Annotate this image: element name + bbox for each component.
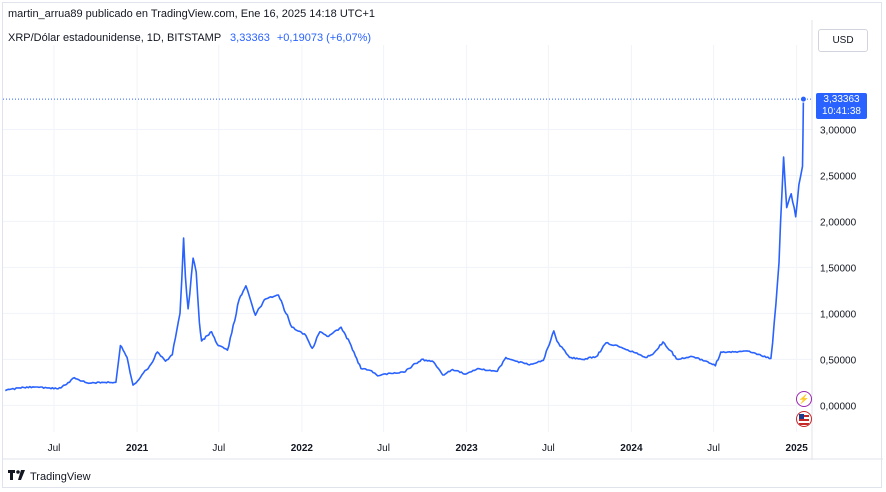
- tradingview-brand[interactable]: TradingView: [8, 470, 91, 483]
- y-tick-label: 0,00000: [820, 401, 857, 412]
- x-tick-label: Jul: [542, 443, 555, 454]
- price-line: [4, 99, 805, 392]
- tradingview-logo-icon: [8, 470, 26, 483]
- x-tick-label: Jul: [212, 443, 225, 454]
- y-tick-label: 1,00000: [820, 309, 857, 320]
- last-price-tag-countdown: 10:41:38: [822, 106, 861, 118]
- x-tick-label: Jul: [707, 443, 720, 454]
- legend-last-price: 3,33363: [230, 32, 270, 44]
- publisher-byline: martin_arrua89 publicado en TradingView.…: [8, 8, 376, 20]
- currency-button[interactable]: USD: [818, 29, 868, 52]
- last-price-marker: [799, 95, 807, 103]
- legend-change: +0,19073 (+6,07%): [276, 32, 372, 44]
- y-tick-label: 0,50000: [820, 355, 857, 366]
- x-tick-label: 2025: [786, 443, 809, 454]
- y-tick-label: 3,00000: [820, 125, 857, 136]
- y-tick-label: 1,50000: [820, 263, 857, 274]
- x-tick-label: 2021: [126, 443, 149, 454]
- x-tick-label: 2023: [456, 443, 479, 454]
- symbol-legend[interactable]: XRP/Dólar estadounidense, 1D, BITSTAMP 3…: [8, 32, 371, 44]
- last-price-tag-value: 3,33363: [823, 94, 860, 106]
- y-tick-label: 2,50000: [820, 171, 857, 182]
- x-tick-label: 2024: [620, 443, 643, 454]
- last-price-tag: 3,33363 10:41:38: [816, 93, 867, 120]
- x-tick-label: Jul: [48, 443, 61, 454]
- y-tick-label: 2,00000: [820, 217, 857, 228]
- lightning-icon[interactable]: ⚡: [796, 391, 812, 407]
- x-tick-label: 2022: [291, 443, 314, 454]
- symbol-title: XRP/Dólar estadounidense, 1D, BITSTAMP: [8, 32, 221, 44]
- tradingview-brand-label: TradingView: [30, 470, 91, 483]
- x-tick-label: Jul: [377, 443, 390, 454]
- us-flag-icon[interactable]: [796, 411, 812, 427]
